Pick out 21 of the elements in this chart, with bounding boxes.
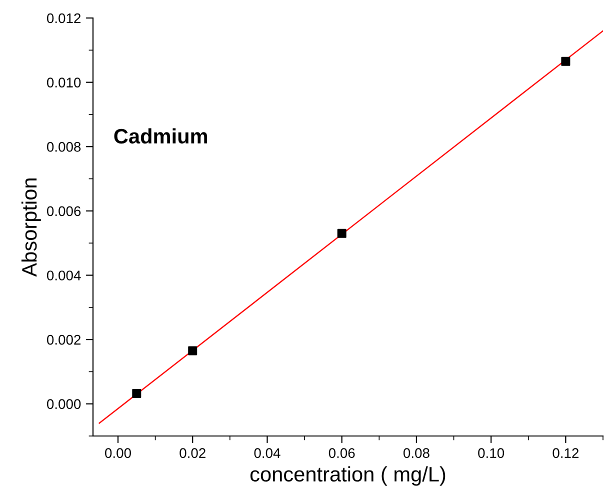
x-axis-title: concentration ( mg/L) [250, 466, 446, 486]
x-tick-label: 0.00 [105, 448, 131, 458]
point [337, 228, 346, 238]
point [561, 56, 570, 66]
x-tick-label: 0.12 [552, 448, 579, 458]
annotation: Cadmium [114, 128, 208, 144]
x-tick-label: 0.08 [403, 448, 430, 458]
x-tick-label: 0.04 [254, 448, 280, 458]
point [188, 346, 198, 356]
x-tick-label: 0.02 [180, 448, 206, 458]
point [132, 389, 142, 398]
y-axis-title: Absorption [21, 178, 41, 277]
x-tick-label: 0.06 [328, 448, 355, 458]
y-tick-label: 0.002 [46, 334, 80, 345]
y-tick-label: 0.010 [46, 78, 81, 88]
y-tick-label: 0.006 [46, 206, 81, 216]
y-tick-label: 0.000 [46, 399, 81, 410]
y-tick-label: 0.004 [46, 270, 81, 280]
y-tick-label: 0.008 [46, 142, 81, 152]
y-tick-label: 0.012 [46, 13, 80, 24]
x-tick-label: 0.10 [478, 448, 504, 458]
